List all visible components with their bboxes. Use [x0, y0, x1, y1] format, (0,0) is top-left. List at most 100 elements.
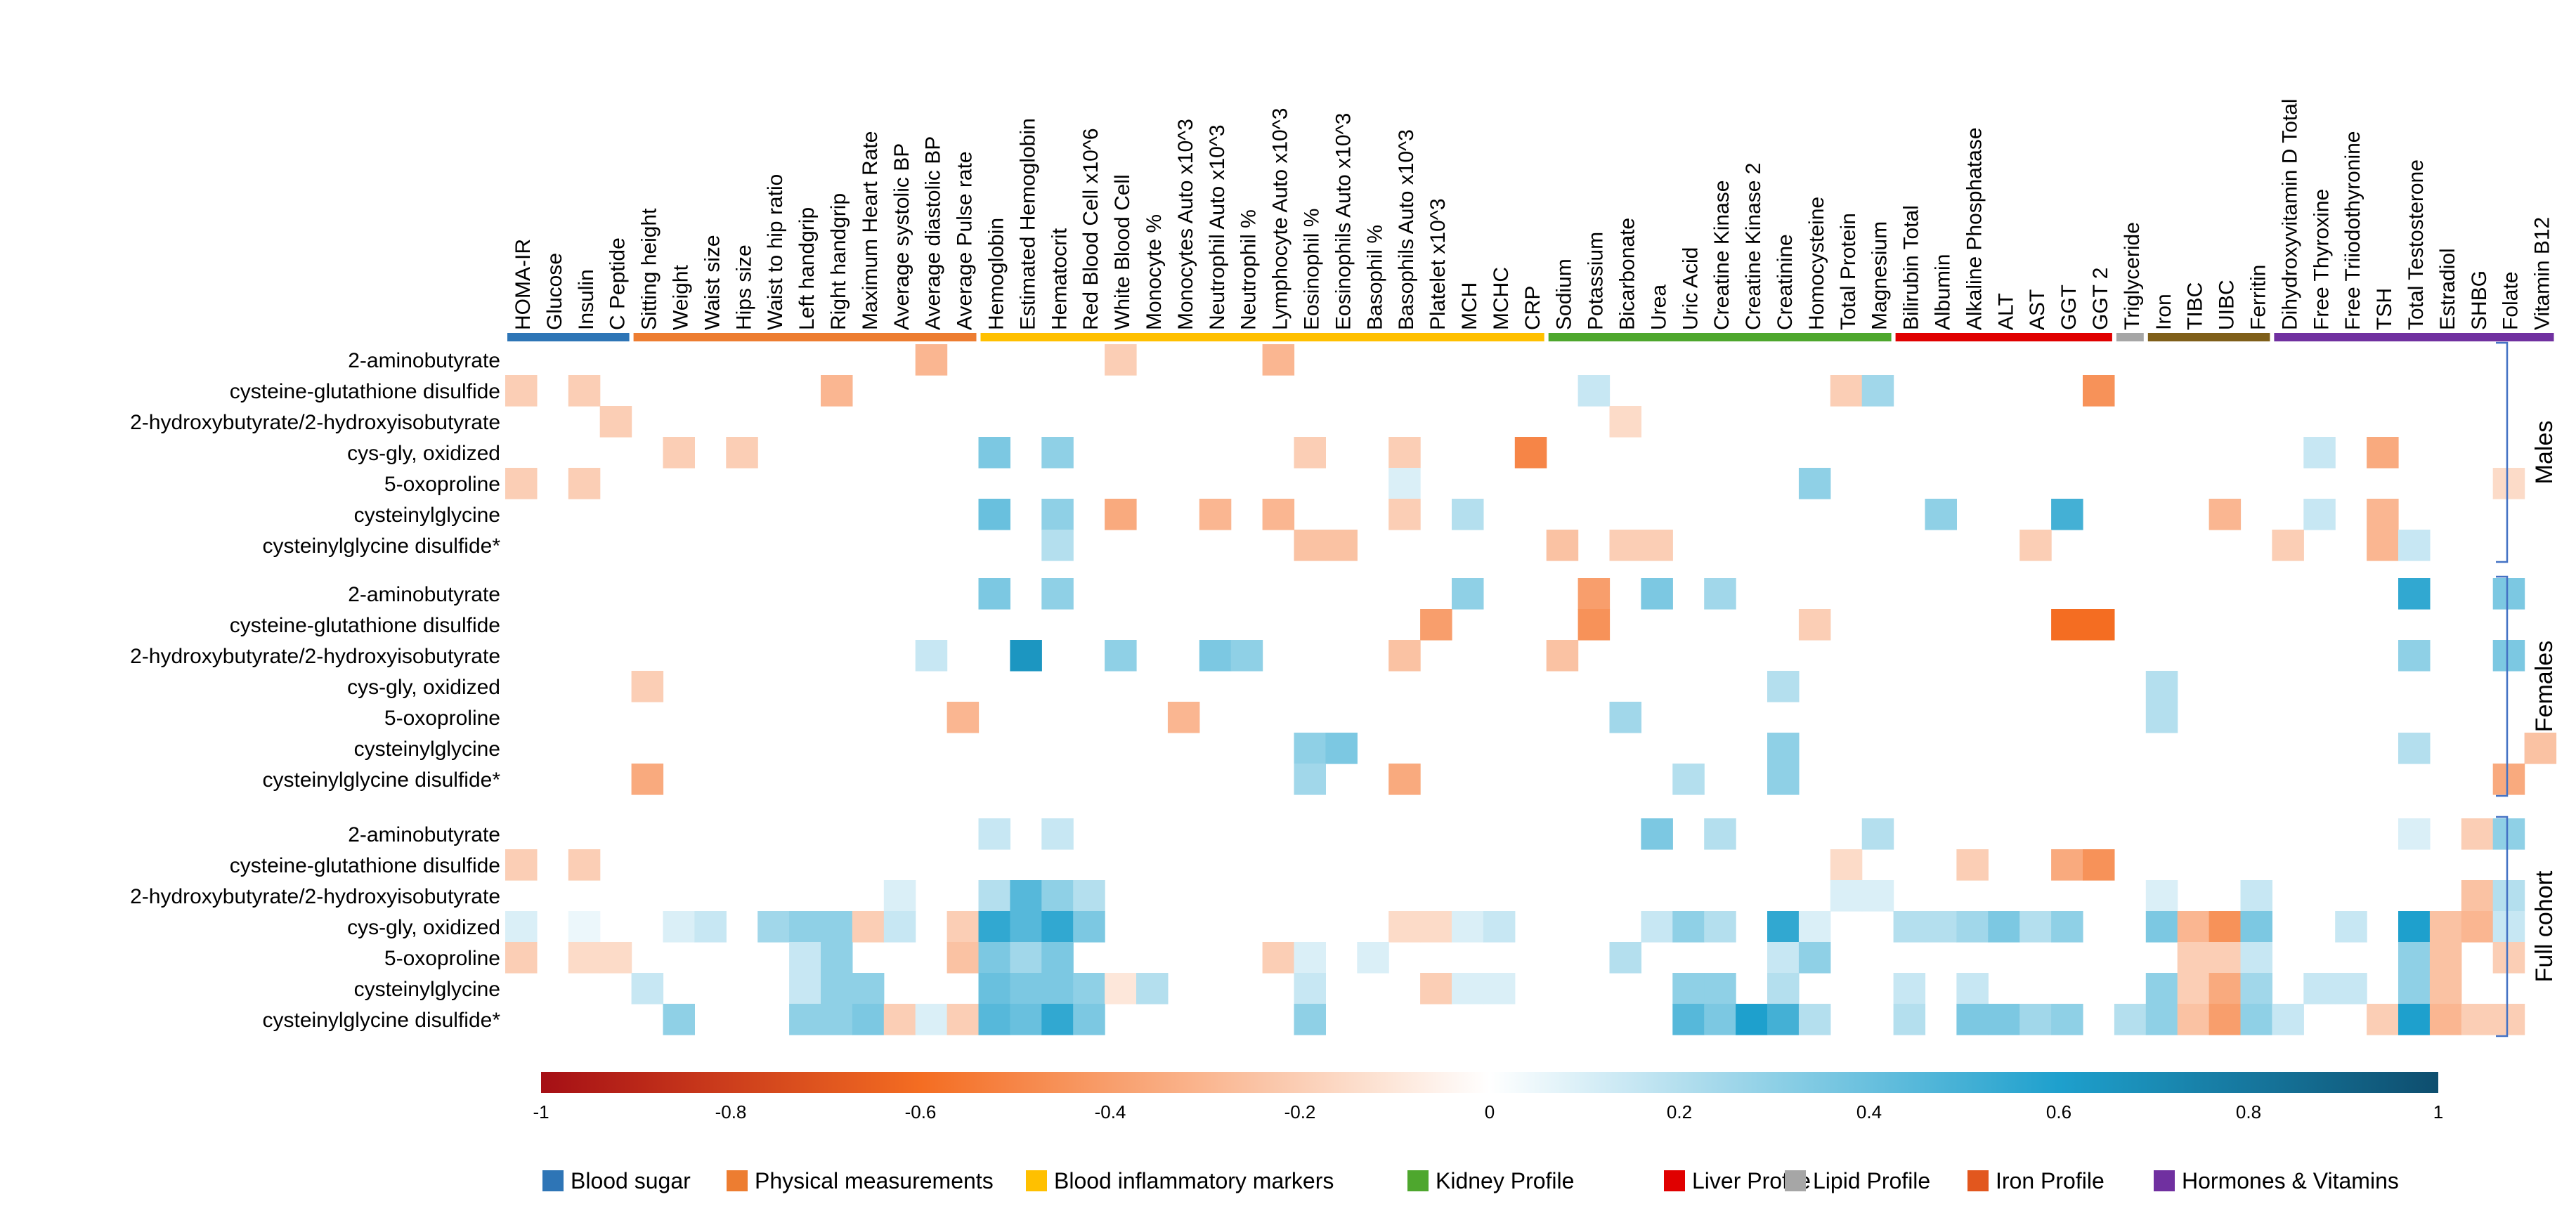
heatmap-cell	[2051, 609, 2083, 641]
heatmap-cell	[1988, 911, 2020, 943]
heatmap-cell	[505, 849, 538, 881]
column-label-sitting-height: Sitting height	[638, 208, 661, 330]
column-label-free-triiodothyronine: Free Triiodothyronine	[2341, 131, 2364, 330]
heatmap-cell	[1704, 818, 1736, 850]
heatmap-cell	[694, 911, 727, 943]
colorbar-tick-label: -1	[533, 1101, 549, 1122]
heatmap-cell	[1830, 849, 1863, 881]
heatmap-cell	[1514, 437, 1547, 469]
heatmap-cell	[2177, 942, 2210, 974]
column-label-ast: AST	[2026, 289, 2049, 330]
column-label-free-thyroxine: Free Thyroxine	[2310, 189, 2333, 330]
panel-bracket	[2496, 341, 2509, 563]
heatmap-cell	[2524, 733, 2557, 764]
heatmap-cell	[599, 942, 632, 974]
heatmap-cell	[1041, 973, 1074, 1004]
row-label-5-oxoproline: 5-oxoproline	[384, 947, 500, 970]
column-label-bicarbonate: Bicarbonate	[1616, 218, 1639, 330]
heatmap-cell	[1830, 375, 1863, 407]
heatmap-cell	[915, 640, 948, 672]
heatmap-cell	[1704, 578, 1736, 610]
column-label-urea: Urea	[1647, 284, 1670, 330]
heatmap-cell	[2461, 880, 2494, 912]
legend-label: Hormones & Vitamins	[2182, 1168, 2399, 1193]
heatmap-cell	[663, 1004, 695, 1035]
heatmap-cell	[2429, 1004, 2462, 1035]
heatmap-cell	[2051, 911, 2083, 943]
heatmap-cell	[978, 973, 1010, 1004]
heatmap-cell	[2177, 973, 2210, 1004]
heatmap-cell	[821, 375, 853, 407]
legend-swatch	[1026, 1170, 1047, 1191]
heatmap-cell	[1546, 640, 1579, 672]
heatmap-cell	[1578, 578, 1611, 610]
heatmap-cell	[1830, 880, 1863, 912]
colorbar-tick-label: 0.4	[1856, 1101, 1882, 1122]
column-label-lymphocyte-auto-x10-3: Lymphocyte Auto x10^3	[1269, 108, 1292, 331]
column-label-basophils-auto-x10-3: Basophils Auto x10^3	[1395, 129, 1418, 330]
heatmap-cell	[599, 406, 632, 438]
column-group-bars	[507, 333, 2554, 341]
heatmap-cell	[1041, 880, 1074, 912]
heatmap-cell	[1010, 1004, 1042, 1035]
heatmap-cell	[1452, 499, 1484, 530]
column-label-insulin: Insulin	[575, 269, 598, 330]
heatmap-cell	[2240, 942, 2272, 974]
colorbar-tick-label: -0.2	[1284, 1101, 1316, 1122]
heatmap-cell	[631, 973, 664, 1004]
group-bar-kidney-profile	[1548, 333, 1892, 341]
row-label-cys-gly-oxidized: cys-gly, oxidized	[347, 442, 500, 465]
colorbar-gradient	[541, 1072, 2438, 1093]
heatmap-cell	[789, 973, 821, 1004]
heatmap-cell	[2335, 911, 2367, 943]
legend-swatch	[1785, 1170, 1806, 1191]
heatmap-cell	[568, 468, 601, 499]
heatmap-cell	[1672, 764, 1705, 795]
heatmap-cell	[852, 1004, 885, 1035]
heatmap-cell	[789, 1004, 821, 1035]
column-label-uric-acid: Uric Acid	[1679, 247, 1702, 330]
heatmap-cell	[978, 1004, 1010, 1035]
column-label-waist-to-hip-ratio: Waist to hip ratio	[764, 174, 787, 330]
row-label-cysteinylglycine-disulfide: cysteinylglycine disulfide*	[263, 1009, 501, 1032]
row-label-cysteinylglycine: cysteinylglycine	[354, 504, 500, 527]
legend-item-iron-profile: Iron Profile	[1967, 1168, 2105, 1193]
heatmap-cell	[2209, 499, 2242, 530]
column-label-average-systolic-bp: Average systolic BP	[890, 143, 913, 330]
heatmap-cell	[2461, 1004, 2494, 1035]
legend-item-kidney-profile: Kidney Profile	[1407, 1168, 1574, 1193]
heatmap-cell	[947, 942, 980, 974]
heatmap-cell	[2398, 640, 2431, 672]
heatmap-cell	[915, 344, 948, 376]
legend-swatch	[2154, 1170, 2175, 1191]
heatmap-cell	[2083, 849, 2115, 881]
heatmap-cell	[883, 1004, 916, 1035]
heatmap-cell	[1609, 942, 1641, 974]
heatmap-cell	[1704, 911, 1736, 943]
heatmap-cell	[2367, 1004, 2399, 1035]
heatmap-cell	[1736, 1004, 1768, 1035]
row-label-2-hydroxybutyrate-2-hydroxyisobutyrate: 2-hydroxybutyrate/2-hydroxyisobutyrate	[130, 645, 500, 668]
panel-bracket	[2496, 816, 2509, 1037]
heatmap-cell	[2209, 1004, 2242, 1035]
heatmap-cell	[978, 911, 1010, 943]
row-label-cys-gly-oxidized: cys-gly, oxidized	[347, 676, 500, 699]
heatmap-cell	[663, 911, 695, 943]
heatmap-cell	[1294, 942, 1326, 974]
heatmap-cell	[2145, 911, 2178, 943]
column-label-crp: CRP	[1521, 286, 1544, 330]
column-label-estimated-hemoglobin: Estimated Hemoglobin	[1016, 118, 1039, 330]
column-label-ggt: GGT	[2057, 284, 2081, 330]
heatmap-cell	[1388, 437, 1421, 469]
heatmap-cell	[2019, 530, 2052, 561]
column-label-triglyceride: Triglyceride	[2121, 222, 2144, 330]
column-label-neutrophil-auto-x10-3: Neutrophil Auto x10^3	[1206, 124, 1229, 330]
heatmap-cell	[1010, 973, 1042, 1004]
heatmap-cell	[1041, 1004, 1074, 1035]
heatmap-cell	[568, 375, 601, 407]
heatmap-panels: 2-aminobutyrate cysteine-glutathione disu…	[130, 341, 2558, 1037]
column-label-creatinine: Creatinine	[1774, 234, 1797, 330]
colorbar-tick-label: 0.8	[2236, 1101, 2261, 1122]
heatmap-cell	[1893, 1004, 1926, 1035]
